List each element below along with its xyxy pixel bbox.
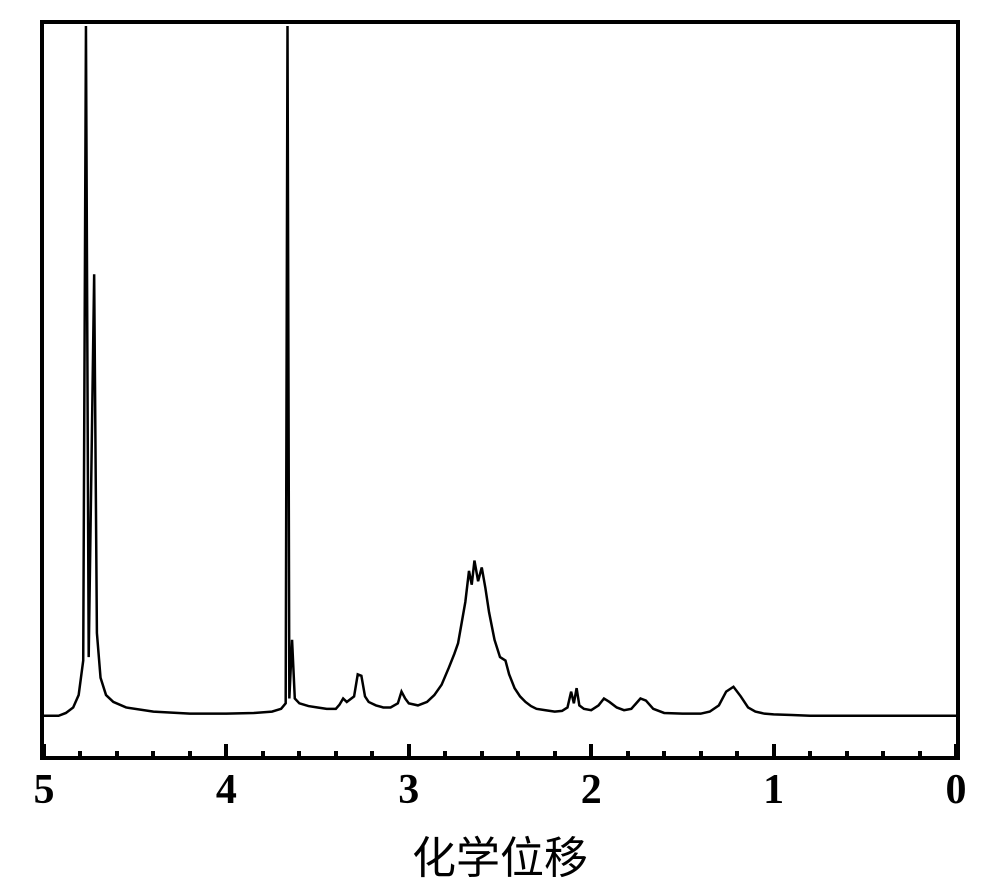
x-tick	[808, 751, 812, 760]
x-tick-label: 3	[398, 766, 419, 814]
x-tick-label: 1	[763, 766, 784, 814]
x-tick	[443, 751, 447, 760]
x-tick-label: 4	[216, 766, 237, 814]
x-tick	[334, 751, 338, 760]
x-tick	[407, 744, 411, 760]
x-tick	[188, 751, 192, 760]
x-tick	[589, 744, 593, 760]
x-tick-label: 5	[34, 766, 55, 814]
x-axis-title: 化学位移	[412, 822, 588, 886]
x-tick	[115, 751, 119, 760]
x-tick-label: 0	[946, 766, 967, 814]
x-tick	[370, 751, 374, 760]
plot-area	[40, 20, 960, 760]
x-tick	[553, 751, 557, 760]
x-tick	[954, 744, 958, 760]
x-tick	[480, 751, 484, 760]
chart-container: 5 4 3 2 1 0 化学位移	[0, 0, 1000, 888]
x-tick	[261, 751, 265, 760]
x-tick	[772, 744, 776, 760]
x-tick	[297, 751, 301, 760]
x-tick-label: 2	[581, 766, 602, 814]
x-tick	[845, 751, 849, 760]
nmr-spectrum-line	[44, 24, 956, 756]
x-tick	[918, 751, 922, 760]
x-tick	[151, 751, 155, 760]
x-tick	[78, 751, 82, 760]
x-tick	[662, 751, 666, 760]
x-tick	[881, 751, 885, 760]
x-tick	[626, 751, 630, 760]
x-tick	[42, 744, 46, 760]
x-tick	[735, 751, 739, 760]
x-tick	[699, 751, 703, 760]
x-tick	[516, 751, 520, 760]
x-tick	[224, 744, 228, 760]
